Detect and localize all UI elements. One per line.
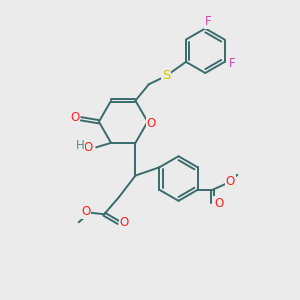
Text: H: H	[76, 139, 84, 152]
Text: O: O	[70, 111, 79, 124]
Text: F: F	[205, 15, 211, 28]
Text: O: O	[226, 175, 235, 188]
Text: O: O	[214, 196, 223, 210]
Text: O: O	[120, 216, 129, 229]
Text: O: O	[147, 117, 156, 130]
Text: O: O	[83, 141, 92, 154]
Text: O: O	[81, 205, 90, 218]
Text: S: S	[162, 70, 170, 83]
Text: F: F	[229, 57, 236, 70]
